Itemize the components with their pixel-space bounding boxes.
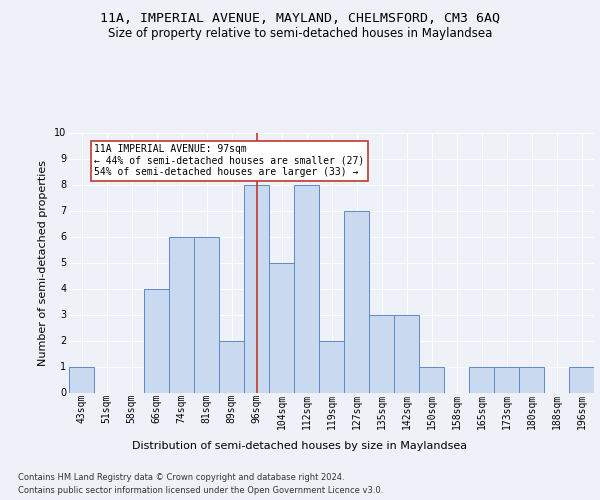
Bar xyxy=(219,340,244,392)
Bar xyxy=(369,314,394,392)
Bar xyxy=(144,288,169,393)
Bar xyxy=(519,366,544,392)
Bar xyxy=(194,236,219,392)
Bar xyxy=(494,366,519,392)
Bar xyxy=(69,366,94,392)
Text: 11A, IMPERIAL AVENUE, MAYLAND, CHELMSFORD, CM3 6AQ: 11A, IMPERIAL AVENUE, MAYLAND, CHELMSFOR… xyxy=(100,12,500,26)
Text: Distribution of semi-detached houses by size in Maylandsea: Distribution of semi-detached houses by … xyxy=(133,441,467,451)
Bar xyxy=(394,314,419,392)
Bar xyxy=(319,340,344,392)
Text: Size of property relative to semi-detached houses in Maylandsea: Size of property relative to semi-detach… xyxy=(108,28,492,40)
Bar xyxy=(169,236,194,392)
Bar xyxy=(344,210,369,392)
Bar xyxy=(469,366,494,392)
Bar xyxy=(419,366,444,392)
Text: 11A IMPERIAL AVENUE: 97sqm
← 44% of semi-detached houses are smaller (27)
54% of: 11A IMPERIAL AVENUE: 97sqm ← 44% of semi… xyxy=(94,144,364,178)
Text: Contains public sector information licensed under the Open Government Licence v3: Contains public sector information licen… xyxy=(18,486,383,495)
Bar xyxy=(244,184,269,392)
Bar xyxy=(294,184,319,392)
Bar xyxy=(269,262,294,392)
Bar xyxy=(569,366,594,392)
Text: Contains HM Land Registry data © Crown copyright and database right 2024.: Contains HM Land Registry data © Crown c… xyxy=(18,472,344,482)
Y-axis label: Number of semi-detached properties: Number of semi-detached properties xyxy=(38,160,49,366)
